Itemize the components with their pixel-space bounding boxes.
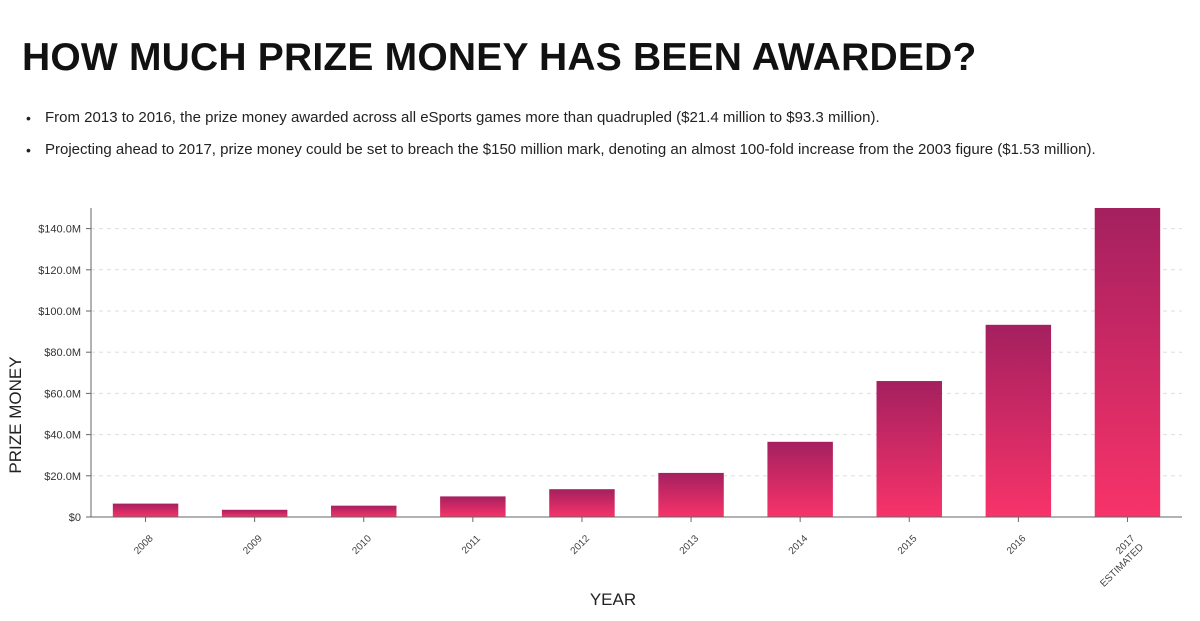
bar — [331, 505, 397, 517]
page-title: HOW MUCH PRIZE MONEY HAS BEEN AWARDED? — [22, 36, 977, 79]
bar — [658, 472, 724, 517]
y-tick-label: $120.0M — [38, 265, 81, 277]
x-axis-label: YEAR — [590, 590, 636, 609]
bars — [112, 208, 1161, 517]
x-tick-label-line: 2013 — [678, 533, 702, 557]
y-tick-label: $20.0M — [44, 471, 81, 483]
x-tick-label-line: 2016 — [1005, 533, 1029, 557]
bullet-item: Projecting ahead to 2017, prize money co… — [26, 140, 1096, 160]
y-tick-label: $0 — [69, 512, 81, 524]
bar — [767, 441, 833, 517]
x-tick-label: 2008 — [132, 533, 156, 557]
labels: $0 $20.0M $40.0M $60.0M $80.0M $100.0M $120.0M… — [38, 224, 1146, 590]
x-tick-label: 2015 — [896, 533, 920, 557]
gridlines — [91, 228, 1182, 477]
prize-money-bar-chart: $0 $20.0M $40.0M $60.0M $80.0M $100.0M $120.0M… — [6, 208, 1182, 609]
axes — [86, 208, 1182, 522]
y-tick-label: $100.0M — [38, 306, 81, 318]
y-tick-label: $80.0M — [44, 347, 81, 359]
bar — [876, 381, 942, 517]
bar — [440, 496, 506, 517]
x-tick-label: 2011 — [460, 533, 483, 556]
x-tick-label: 2010 — [350, 533, 374, 557]
bar — [112, 503, 179, 517]
x-tick-label: 2009 — [241, 533, 265, 557]
x-tick-label: 2016 — [1005, 533, 1029, 557]
x-tick-label-line: 2011 — [460, 533, 483, 556]
y-tick-label: $140.0M — [38, 224, 81, 236]
x-tick-label-line: 2009 — [241, 533, 265, 557]
x-tick-label: 2014 — [787, 533, 811, 557]
bar — [1094, 208, 1161, 517]
x-tick-label-line: 2010 — [350, 533, 374, 557]
bar — [221, 509, 288, 517]
x-tick-label-line: 2008 — [132, 533, 156, 557]
x-tick-label: 2013 — [678, 533, 702, 557]
x-tick-label-line: 2012 — [569, 533, 593, 557]
x-tick-label-line: 2015 — [896, 533, 920, 557]
x-tick-label-line: 2014 — [787, 533, 811, 557]
y-axis-label: PRIZE MONEY — [6, 356, 25, 473]
x-tick-label: 2012 — [569, 533, 593, 557]
y-tick-label: $60.0M — [44, 388, 81, 400]
y-tick-label: $40.0M — [44, 430, 81, 442]
bar — [549, 489, 615, 517]
bar — [985, 324, 1052, 517]
summary-bullets: From 2013 to 2016, the prize money award… — [26, 108, 1096, 172]
bullet-item: From 2013 to 2016, the prize money award… — [26, 108, 1096, 128]
